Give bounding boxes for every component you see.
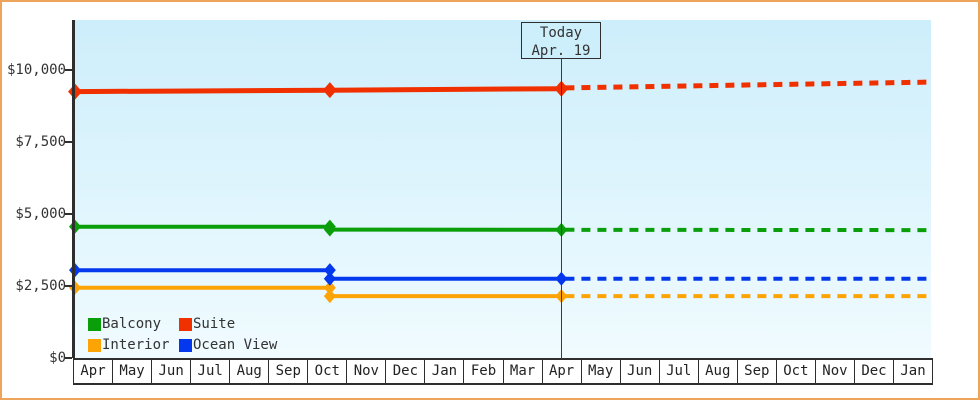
series-line-balcony [75, 224, 562, 232]
y-axis-tick-mark [65, 212, 72, 215]
series-marker-balcony [323, 222, 336, 237]
x-axis-month-cell: Aug [229, 360, 268, 383]
x-axis-month-cell: Oct [775, 360, 815, 383]
x-axis-month-cell: Jun [151, 360, 190, 383]
y-axis-tick-label: $5,000 [15, 205, 66, 222]
x-axis-month-cell: Jul [190, 360, 229, 383]
x-axis-month-cell: Aug [697, 360, 737, 383]
series-marker-balcony [69, 219, 81, 234]
x-axis-month-cell: Sep [736, 360, 776, 383]
series-marker-suite [68, 83, 82, 100]
legend-swatch-icon [179, 317, 192, 331]
x-axis-month-cell: Nov [814, 360, 854, 383]
legend-item: Balcony [88, 314, 179, 334]
today-date: Apr. 19 [531, 43, 591, 59]
x-axis-month-cell: Mar [502, 360, 542, 383]
series-marker-ocean-view [323, 271, 336, 286]
y-axis-tick-label: $7,500 [15, 133, 66, 150]
today-line [561, 59, 562, 358]
legend-label: Interior [102, 337, 170, 353]
y-axis-tick-label: $0 [49, 350, 66, 366]
legend-label: Ocean View [193, 337, 278, 353]
x-axis-month-cell: Feb [463, 360, 502, 383]
series-marker-interior [323, 280, 336, 295]
x-axis-month-cell: Sep [268, 360, 307, 383]
x-axis-month-cell: May [580, 360, 620, 383]
x-axis-month-cell: Oct [307, 360, 346, 383]
series-marker-interior [323, 289, 336, 304]
y-axis-line [72, 20, 75, 358]
series-forecast-line-suite [561, 79, 932, 91]
legend-label: Balcony [102, 316, 162, 332]
today-label: Today [539, 25, 583, 41]
y-axis-tick-mark [65, 140, 72, 143]
legend-item: Interior [88, 335, 179, 355]
x-axis-month-cell: Dec [853, 360, 893, 383]
legend: Balcony Suite Interior Ocean View [88, 314, 277, 355]
legend-item: Ocean View [179, 335, 277, 355]
x-axis-month-cell: Jan [424, 360, 463, 383]
series-marker-interior [69, 280, 81, 295]
series-line-interior [75, 285, 562, 299]
series-line-suite [74, 86, 562, 95]
x-axis-month-cell: May [112, 360, 151, 383]
legend-swatch-icon [88, 317, 101, 331]
series-marker-ocean-view [323, 263, 336, 278]
y-axis-tick-label: $2,500 [15, 277, 66, 294]
legend-swatch-icon [88, 338, 101, 352]
legend-label: Suite [193, 316, 236, 332]
x-axis-month-cell: Jul [658, 360, 698, 383]
x-axis-month-cell: Nov [346, 360, 385, 383]
y-axis-tick-mark [65, 68, 72, 71]
today-annotation-box: Today Apr. 19 [521, 22, 601, 59]
x-axis-month-cell: Jan [892, 360, 932, 383]
y-axis-tick-mark [65, 357, 72, 359]
x-axis-month-cell: Apr [80, 363, 106, 379]
legend-item: Suite [179, 314, 277, 334]
x-axis-month-cell: Dec [385, 360, 424, 383]
series-line-ocean-view [75, 268, 562, 281]
series-canvas [68, 79, 932, 304]
series-marker-suite [322, 82, 337, 99]
legend-swatch-icon [179, 338, 192, 352]
x-axis-month-cell: Apr [541, 360, 581, 383]
plot-area: Balcony Suite Interior Ocean View [68, 20, 932, 358]
x-axis-month-cell: Jun [619, 360, 659, 383]
y-axis-tick-label: $10,000 [6, 61, 66, 78]
x-axis-month-row: Apr May Jun Jul Aug Sep Oct Nov Dec Jan Feb Mar Apr M… [73, 358, 933, 385]
series-marker-ocean-view [69, 263, 81, 278]
